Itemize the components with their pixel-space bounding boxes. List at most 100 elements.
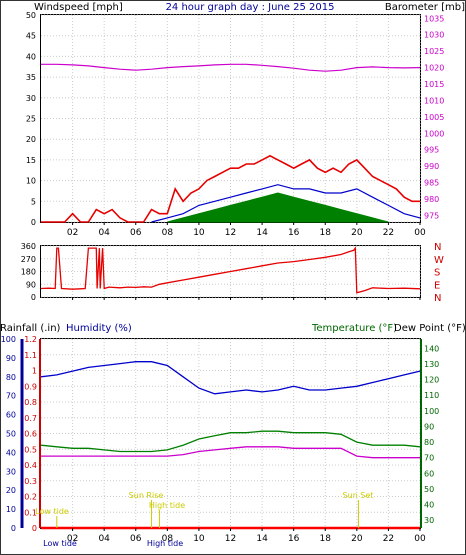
wind-tick-label-x: 14 xyxy=(256,228,268,238)
temperature-tick-label: 40 xyxy=(424,501,434,510)
temperature-tick-label: 90 xyxy=(424,422,434,431)
humidity-tick-label: 50 xyxy=(6,430,16,439)
annotation-label: Sun Set xyxy=(343,491,374,500)
rain-tick-label: 0.8 xyxy=(24,398,37,407)
compass-label: N xyxy=(434,293,441,304)
climate-tick-label-x: 12 xyxy=(225,534,236,544)
temperature-tick-label: 70 xyxy=(424,454,434,463)
barometer-line xyxy=(41,63,421,72)
rain-tick-label: 0.4 xyxy=(24,461,37,470)
climate-tick-label-x: 04 xyxy=(98,534,110,544)
rain-tick-label: 0.1 xyxy=(24,508,37,517)
climate-tick-label-x: 22 xyxy=(383,534,394,544)
wind-tick-label: 45 xyxy=(26,32,36,41)
temperature-tick-label: 110 xyxy=(424,391,439,400)
rain-tick-label: 0.7 xyxy=(24,414,37,423)
direction-tick-label: 360 xyxy=(21,242,36,251)
climate-tick-label-x: 14 xyxy=(256,534,268,544)
humidity-tick-label: 40 xyxy=(6,448,16,457)
wind-tick-label: 20 xyxy=(26,135,36,144)
compass-label: N xyxy=(434,242,441,253)
rainfall-label: Rainfall (.in) xyxy=(0,323,61,334)
temperature-tick-label: 140 xyxy=(424,344,439,353)
axes-layer: 0510152025303540455097598098599099510001… xyxy=(1,11,445,544)
dew-point-label: Dew Point (°F) xyxy=(394,323,466,334)
climate-tick-label-x: 20 xyxy=(351,534,363,544)
wind-tick-label: 40 xyxy=(26,52,36,61)
humidity-tick-label: 80 xyxy=(6,373,16,382)
rain-tick-label: 1.1 xyxy=(24,351,37,360)
barometer-tick-label: 1035 xyxy=(424,14,444,23)
barometer-tick-label: 980 xyxy=(424,195,439,204)
wind-tick-label-x: 12 xyxy=(225,228,236,238)
wind-tick-label: 25 xyxy=(26,115,36,124)
rain-tick-label: 0.5 xyxy=(24,445,37,454)
humidity-tick-label: 20 xyxy=(6,486,16,495)
climate-tick-label-x: 16 xyxy=(288,534,300,544)
direction-tick-label: 270 xyxy=(21,255,36,264)
rain-tick-label: 0.6 xyxy=(24,430,37,439)
compass-label: W xyxy=(434,255,444,266)
direction-tick-label: 0 xyxy=(31,293,36,302)
rain-tick-label: 0.3 xyxy=(24,477,37,486)
dew-point-line xyxy=(41,446,420,459)
humidity-tick-label: 60 xyxy=(6,411,16,420)
temperature-tick-label: 130 xyxy=(424,360,439,369)
barometer-tick-label: 1000 xyxy=(424,129,444,138)
rain-tick-label: 1.2 xyxy=(24,335,37,344)
wind-tick-label-x: 02 xyxy=(67,228,78,238)
wind-tick-label: 10 xyxy=(26,177,36,186)
barometer-tick-label: 1025 xyxy=(424,47,444,56)
wind-tick-label-x: 20 xyxy=(351,228,363,238)
wind-tick-label-x: 10 xyxy=(193,228,205,238)
humidity-tick-label: 100 xyxy=(1,335,16,344)
climate-tick-label-x: 00 xyxy=(414,534,426,544)
rain-tick-label: 1 xyxy=(32,367,37,376)
humidity-tick-label: 30 xyxy=(6,467,16,476)
avg-wind-line xyxy=(151,184,421,223)
windspeed-label: Windspeed [mph] xyxy=(34,2,123,13)
gust-line xyxy=(41,154,420,223)
temperature-tick-label: 30 xyxy=(424,516,434,525)
temperature-tick-label: 80 xyxy=(424,438,434,447)
annotation-label: Sun Rise xyxy=(129,491,164,500)
humidity-tick-label: 0 xyxy=(11,524,16,533)
wind-tick-label-x: 22 xyxy=(383,228,394,238)
compass-label: S xyxy=(434,268,440,279)
barometer-tick-label: 975 xyxy=(424,211,439,220)
wind-tick-label: 15 xyxy=(26,156,36,165)
temperature-line xyxy=(40,430,421,453)
humidity-tick-label: 10 xyxy=(6,505,16,514)
wind-tick-label-x: 18 xyxy=(320,228,332,238)
wind-tick-label-x: 00 xyxy=(414,228,426,238)
humidity-tick-label: 70 xyxy=(6,392,16,401)
tide-label: High tide xyxy=(147,539,183,548)
humidity-line xyxy=(40,361,421,395)
rain-tick-label: 0.9 xyxy=(24,382,37,391)
wind-tick-label: 35 xyxy=(26,73,36,82)
wind-tick-label-x: 08 xyxy=(162,228,174,238)
barometer-tick-label: 990 xyxy=(424,162,439,171)
humidity-tick-label: 90 xyxy=(6,354,16,363)
barometer-tick-label: 1005 xyxy=(424,113,444,122)
barometer-tick-label: 1030 xyxy=(424,31,444,40)
humidity-label: Humidity (%) xyxy=(66,323,132,334)
barometer-label: Barometer [mb] xyxy=(385,2,465,13)
temperature-label: Temperature (°F) xyxy=(311,323,397,334)
climate-tick-label-x: 06 xyxy=(130,534,142,544)
graph-title: 24 hour graph day : June 25 2015 xyxy=(166,2,335,13)
direction-tick-label: 90 xyxy=(26,280,36,289)
wind-tick-label-x: 04 xyxy=(98,228,110,238)
barometer-tick-label: 985 xyxy=(424,179,439,188)
compass-label: E xyxy=(434,280,440,291)
wind-tick-label: 5 xyxy=(31,197,36,206)
direction-line xyxy=(40,246,421,294)
tide-label: Low tide xyxy=(43,539,77,548)
wind-tick-label-x: 16 xyxy=(288,228,300,238)
barometer-tick-label: 995 xyxy=(424,146,439,155)
temperature-tick-label: 120 xyxy=(424,376,439,385)
climate-tick-label-x: 18 xyxy=(320,534,332,544)
